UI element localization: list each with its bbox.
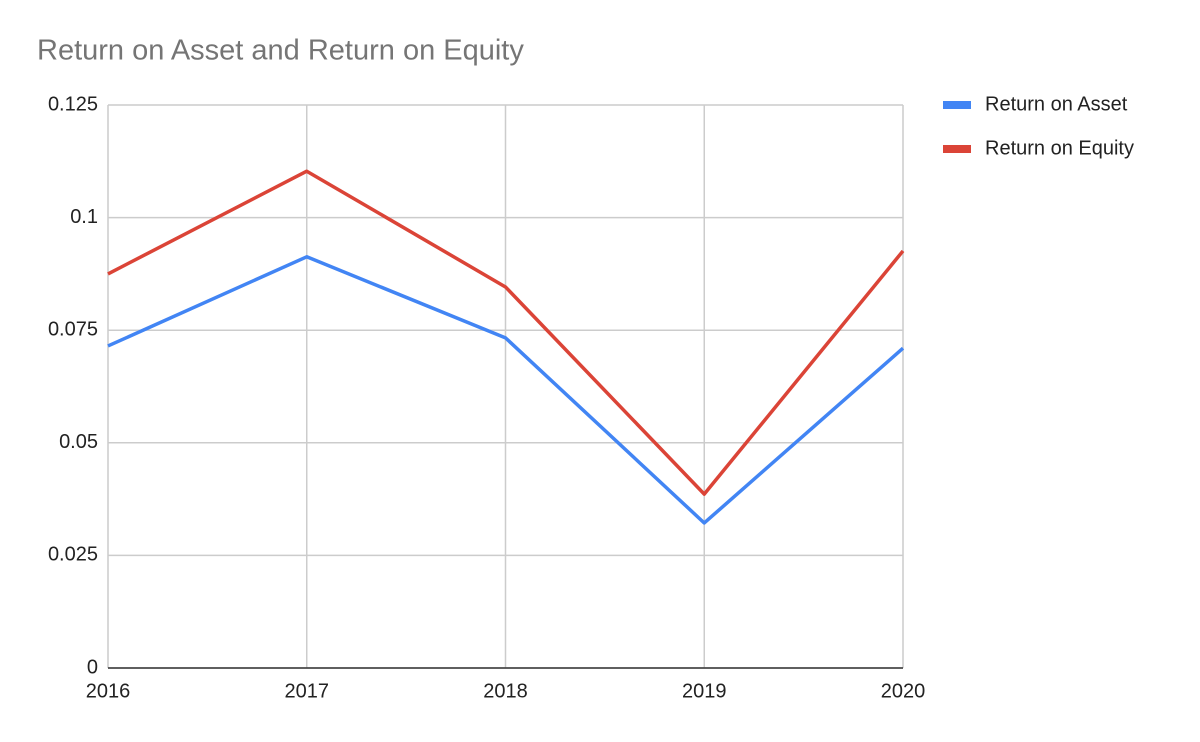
legend-label: Return on Equity — [985, 137, 1134, 159]
chart-title: Return on Asset and Return on Equity — [37, 35, 524, 67]
legend-label: Return on Asset — [985, 93, 1128, 115]
x-tick-label: 2018 — [483, 680, 528, 702]
y-tick-label: 0.1 — [70, 206, 98, 228]
legend-swatch — [943, 101, 971, 109]
line-series — [107, 169, 905, 496]
x-tick-label: 2016 — [86, 680, 131, 702]
y-tick-label: 0.05 — [59, 431, 98, 453]
legend-swatch — [943, 145, 971, 153]
x-tick-label: 2020 — [881, 680, 926, 702]
x-tick-label: 2017 — [285, 680, 330, 702]
line-series — [107, 255, 905, 525]
x-tick-label: 2019 — [682, 680, 727, 702]
y-tick-label: 0.025 — [48, 544, 98, 566]
y-tick-label: 0.125 — [48, 93, 98, 115]
y-tick-label: 0 — [87, 656, 98, 678]
y-tick-label: 0.075 — [48, 318, 98, 340]
